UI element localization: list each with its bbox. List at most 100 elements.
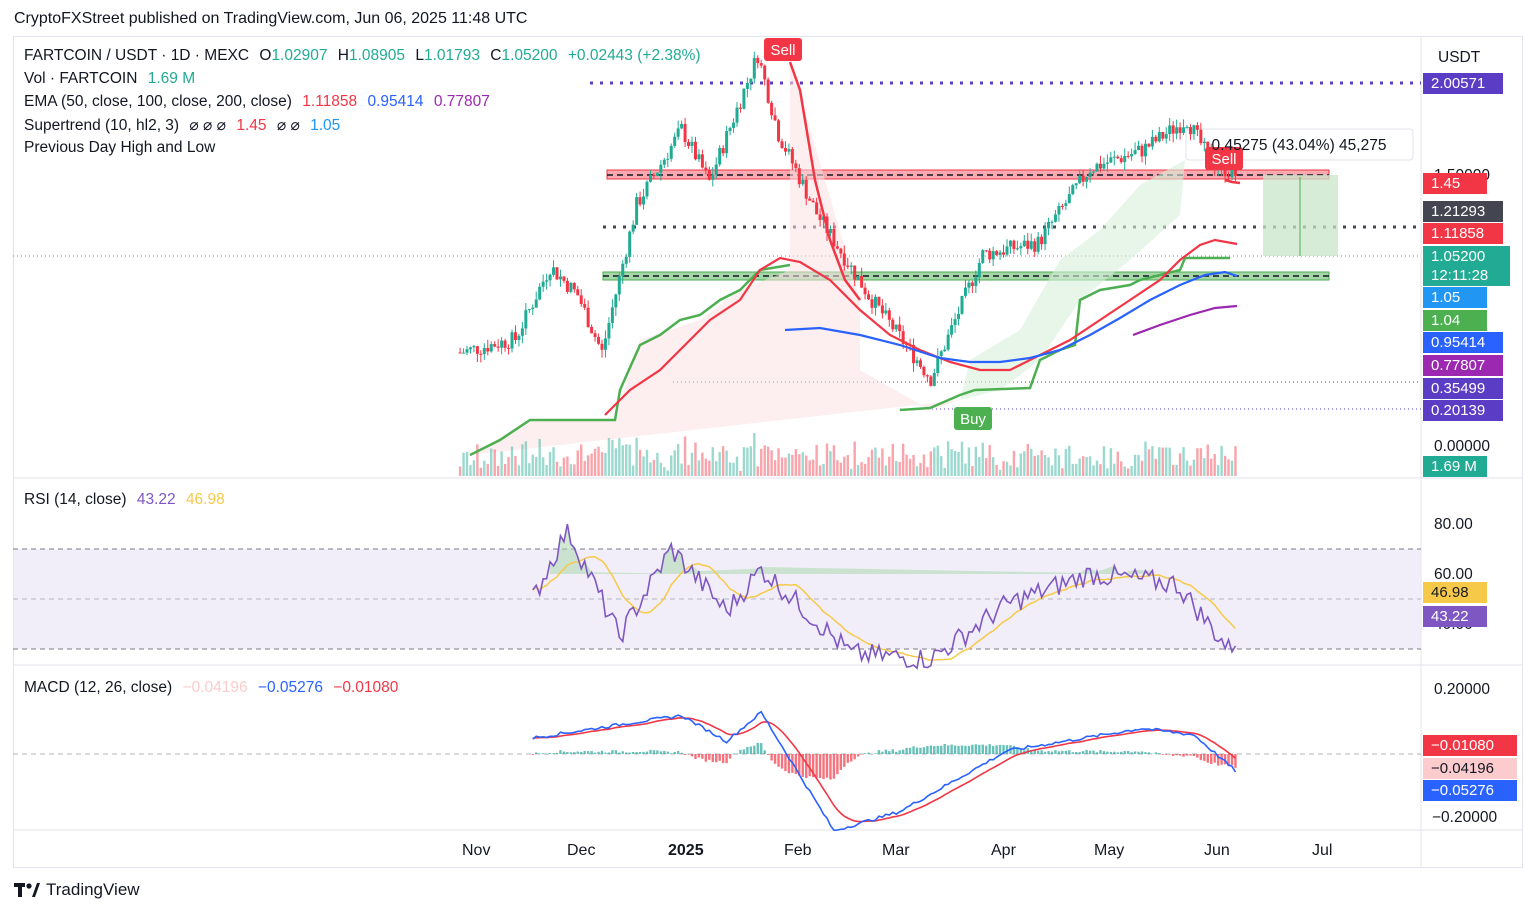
pdhl-legend[interactable]: Previous Day High and Low xyxy=(24,139,221,157)
volume-bar xyxy=(1213,454,1216,476)
candle-body xyxy=(849,265,853,267)
volume-bar xyxy=(853,441,856,476)
ema50-line xyxy=(604,238,1238,416)
macd-hist-bar xyxy=(618,752,621,754)
volume-legend[interactable]: Vol · FARTCOIN 1.69 M xyxy=(24,70,201,88)
volume-bar xyxy=(964,463,967,476)
candle-body xyxy=(493,344,497,347)
macd-hist-bar xyxy=(576,751,579,754)
volume-bar xyxy=(1033,455,1036,476)
candle-body xyxy=(500,340,504,348)
candle-body xyxy=(1105,162,1109,164)
volume-bar xyxy=(905,454,908,476)
macd-hist-bar xyxy=(860,754,863,755)
volume-bar xyxy=(874,447,877,476)
candle-body xyxy=(880,305,884,314)
candle-body xyxy=(586,307,590,327)
currency-button[interactable]: USDT xyxy=(1438,49,1481,66)
volume-bar xyxy=(1189,465,1192,476)
macd-hist-bar xyxy=(822,754,825,780)
candle-body xyxy=(846,265,850,267)
symbol-legend[interactable]: FARTCOIN / USDT · 1D · MEXC O1.02907 H1.… xyxy=(24,47,707,65)
macd-hist-bar xyxy=(760,743,763,754)
rsi-tick-80: 80.00 xyxy=(1434,516,1473,533)
volume-bar xyxy=(1171,464,1175,476)
close-label: C xyxy=(490,47,502,64)
volume-bar xyxy=(559,466,562,476)
macd-hist-bar xyxy=(597,751,600,754)
candle-body xyxy=(538,286,542,300)
macd-hist-bar xyxy=(1033,750,1036,754)
macd-hist-bar xyxy=(1016,747,1019,754)
macd-hist-bar xyxy=(1050,751,1054,754)
volume-bar xyxy=(895,460,898,476)
rsi-legend[interactable]: RSI (14, close) 43.22 46.98 xyxy=(24,491,231,509)
macd-hist-bar xyxy=(1210,754,1213,764)
candle-body xyxy=(808,198,812,201)
macd-hist-bar xyxy=(811,754,815,778)
volume-bar xyxy=(1068,445,1071,476)
candle-body xyxy=(794,163,798,169)
volume-bar xyxy=(811,459,815,476)
macd-hist-bar xyxy=(1206,754,1209,763)
macd-hist-bar xyxy=(614,750,618,754)
candle-body xyxy=(468,347,472,350)
price-tag-6: 12:11:28 xyxy=(1423,265,1510,286)
volume-bar xyxy=(967,447,971,476)
volume-bar xyxy=(1220,445,1223,476)
macd-hist-bar xyxy=(815,754,818,778)
candle-body xyxy=(552,267,556,275)
macd-hist-bar xyxy=(559,750,562,754)
high-label: H xyxy=(337,47,349,64)
ema100-value: 0.95414 xyxy=(367,93,424,110)
volume-bar xyxy=(1095,460,1099,476)
supertrend-legend[interactable]: Supertrend (10, hl2, 3) ⌀ ⌀ ⌀ 1.45 ⌀ ⌀ 1… xyxy=(24,116,346,135)
macd-hist-bar xyxy=(940,745,943,754)
macd-hist-bar xyxy=(628,752,631,754)
ema-legend[interactable]: EMA (50, close, 100, close, 200, close) … xyxy=(24,93,496,111)
macd-hist-bar xyxy=(1057,751,1061,754)
candle-body xyxy=(1133,150,1137,155)
macd-hist-bar xyxy=(971,744,974,754)
candle-body xyxy=(828,229,832,234)
candle-body xyxy=(590,326,594,334)
macd-hist-bar xyxy=(1230,754,1234,766)
low-label: L xyxy=(415,47,424,64)
macd-hist-bar xyxy=(621,751,624,754)
volume-bar xyxy=(936,445,939,476)
candle-body xyxy=(835,246,839,249)
candle-body xyxy=(465,349,469,353)
volume-bar xyxy=(1223,455,1227,476)
month-jul: Jul xyxy=(1312,842,1333,859)
month-apr: Apr xyxy=(991,842,1016,859)
sell-signal-2 xyxy=(1205,147,1243,170)
volume-bar xyxy=(573,464,576,476)
price-tag-2: 1.45 xyxy=(1423,173,1487,194)
candle-body xyxy=(745,83,749,89)
macd-legend[interactable]: MACD (12, 26, close) −0.04196 −0.05276 −… xyxy=(24,679,404,697)
rsi-ma-tag: 46.98 xyxy=(1423,582,1487,603)
macd-hist-bar xyxy=(711,754,714,763)
volume-bar xyxy=(974,446,978,476)
macd-hist-bar xyxy=(687,754,690,755)
volume-bar xyxy=(815,444,818,476)
volume-bar xyxy=(642,456,645,476)
candle-body xyxy=(496,346,500,348)
macd-hist-bar xyxy=(863,753,867,754)
volume-bar xyxy=(808,460,811,476)
candle-body xyxy=(957,313,961,320)
macd-hist-bar xyxy=(1109,751,1113,754)
volume-bar xyxy=(1120,461,1123,476)
candle-body xyxy=(631,224,635,232)
candle-body xyxy=(939,351,943,357)
candle-body xyxy=(804,179,808,199)
candle-body xyxy=(898,324,902,332)
sell-signal-1-label: Sell xyxy=(770,42,795,59)
volume-bar xyxy=(846,455,849,476)
macd-hist-bar xyxy=(1095,752,1099,754)
macd-hist-bar xyxy=(611,750,614,754)
price-tag-9: 0.95414 xyxy=(1423,332,1503,353)
tradingview-logo[interactable]: TradingView xyxy=(14,880,140,900)
candle-body xyxy=(936,356,940,374)
